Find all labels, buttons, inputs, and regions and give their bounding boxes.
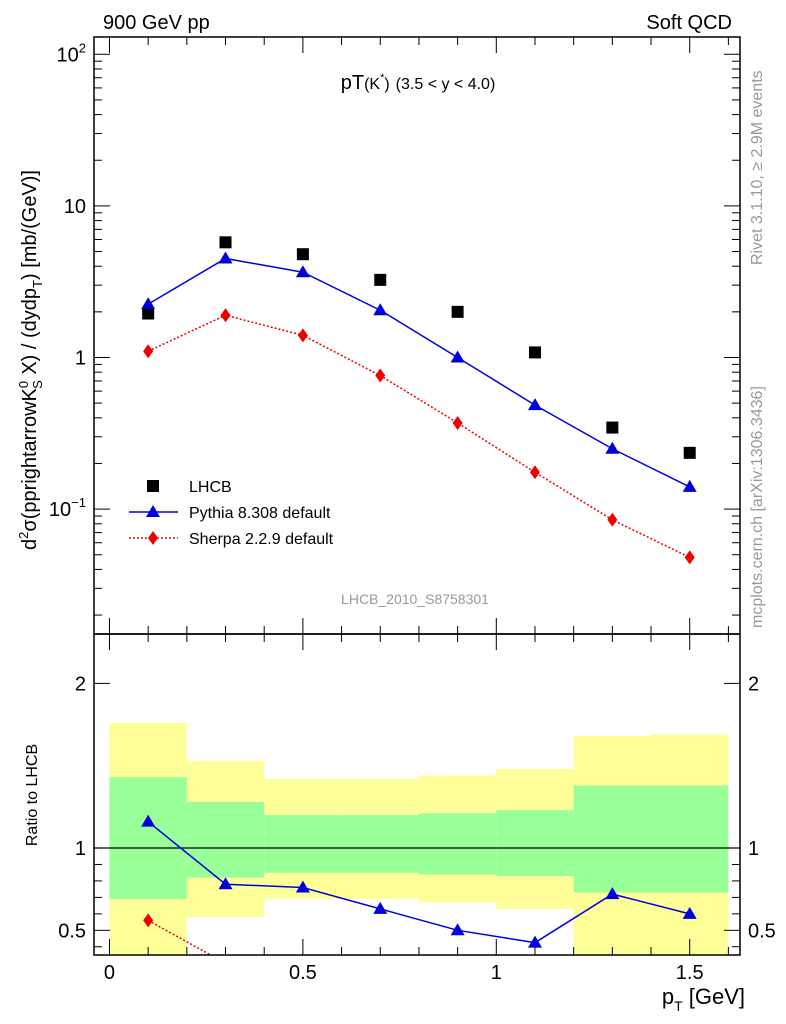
sherpa-point	[143, 344, 154, 359]
lhcb-point	[296, 248, 309, 261]
sherpa-point	[607, 512, 618, 527]
legend: LHCB Pythia 8.308 default Sherpa 2.2.9 d…	[129, 479, 334, 548]
pythia-line	[147, 257, 691, 488]
sherpa-point	[684, 550, 695, 565]
ratio-pythia-point	[605, 887, 620, 900]
lhcb-point	[451, 305, 464, 318]
ratio-y-tick-label-right: 2	[748, 673, 759, 695]
ratio-pythia-line	[147, 821, 690, 944]
lhcb-point	[606, 421, 619, 434]
ratio-y-tick-label-right: 1	[748, 838, 759, 860]
pythia-point	[527, 398, 542, 411]
header-right: Soft QCD	[646, 12, 732, 34]
ratio-y-tick-label: 1	[75, 838, 86, 860]
plot-title-particle: (K	[364, 76, 380, 93]
main-axes: 10−1 1 10 102	[49, 36, 741, 635]
main-y-tick-label: 10	[64, 196, 86, 218]
ratio-pythia-point	[682, 906, 697, 919]
ratio-pythia-point	[141, 814, 156, 827]
mcplots-label: mcplots.cern.ch [arXiv:1306.3436]	[749, 386, 766, 628]
ratio-sherpa-point	[143, 913, 154, 928]
ratio-band-inner	[109, 777, 187, 900]
sherpa-point	[529, 465, 540, 480]
plot-title-range: (3.5 < y < 4.0)	[396, 76, 496, 93]
pythia-point	[450, 350, 465, 363]
ratio-y-axis-label: Ratio to LHCB	[24, 744, 41, 846]
ratio-pythia-point	[450, 923, 465, 936]
pythia-point	[295, 265, 310, 278]
header-left: 900 GeV pp	[103, 12, 210, 34]
x-axis-label: pT [GeV]	[662, 984, 745, 1014]
ratio-x-tick-label: 1	[491, 962, 502, 984]
ratio-band-inner	[418, 813, 497, 875]
sherpa-point	[452, 415, 463, 430]
ratio-x-tick-label: 1.5	[676, 962, 704, 984]
pythia-point	[682, 479, 697, 492]
main-y-axis-label: d2σ(pprightarrowK0S X) / (dydpT) [mb/(Ge…	[16, 170, 45, 550]
ratio-y-tick-label: 0.5	[58, 920, 86, 942]
ratio-pythia-point	[373, 901, 388, 914]
legend-label-pythia: Pythia 8.308 default	[189, 505, 331, 522]
lhcb-point	[219, 236, 232, 249]
legend-label-sherpa: Sherpa 2.2.9 default	[189, 531, 334, 548]
sherpa-point	[297, 328, 308, 343]
ratio-series-layer	[141, 814, 697, 956]
plot-title-main: pT	[341, 72, 364, 94]
legend-marker-lhcb	[147, 480, 159, 492]
ratio-y-tick-label-right: 0.5	[748, 920, 776, 942]
ratio-band-inner	[651, 785, 729, 893]
sherpa-point	[375, 368, 386, 383]
ratio-pythia-point	[527, 935, 542, 948]
plot-title-particle-close: )	[384, 76, 389, 93]
ratio-y-tick-label: 2	[75, 673, 86, 695]
ratio-frame	[93, 633, 741, 956]
ratio-pythia-point	[295, 880, 310, 893]
pythia-point	[373, 303, 388, 316]
ratio-band-inner	[264, 815, 342, 873]
ratio-x-tick-label: 0.5	[289, 962, 317, 984]
plot-title-particle-sup: *	[380, 72, 385, 84]
analysis-id: LHCB_2010_S8758301	[341, 591, 489, 607]
ratio-band-inner	[186, 801, 265, 878]
plot-title: pT(K*) (3.5 < y < 4.0)	[341, 72, 496, 94]
main-y-tick-label: 102	[57, 40, 86, 66]
lhcb-point	[683, 446, 696, 459]
legend-marker-pythia	[146, 505, 160, 517]
ratio-band-inner	[573, 785, 652, 893]
ratio-band-inner	[496, 810, 574, 876]
lhcb-point	[142, 307, 155, 320]
legend-label-lhcb: LHCB	[189, 479, 232, 496]
ratio-band-inner	[341, 815, 419, 873]
sherpa-line	[147, 314, 691, 559]
ratio-pythia-point	[218, 877, 233, 890]
legend-marker-sherpa	[148, 531, 158, 545]
pythia-point	[605, 441, 620, 454]
ratio-x-tick-label: 0	[104, 962, 115, 984]
ratio-axes: 0.5 0.5 1 1 2 2 0 0.5 1 1.5	[58, 633, 776, 984]
pythia-point	[218, 251, 233, 264]
rivet-label: Rivet 3.1.10, ≥ 2.9M events	[749, 70, 766, 265]
main-y-tick-label: 10−1	[49, 495, 86, 521]
main-series-layer	[141, 236, 697, 565]
ratio-bands-layer	[94, 722, 740, 955]
lhcb-point	[528, 346, 541, 359]
pythia-point	[141, 297, 156, 310]
sherpa-point	[220, 308, 231, 323]
lhcb-point	[374, 273, 387, 286]
main-y-tick-label: 1	[75, 347, 86, 369]
